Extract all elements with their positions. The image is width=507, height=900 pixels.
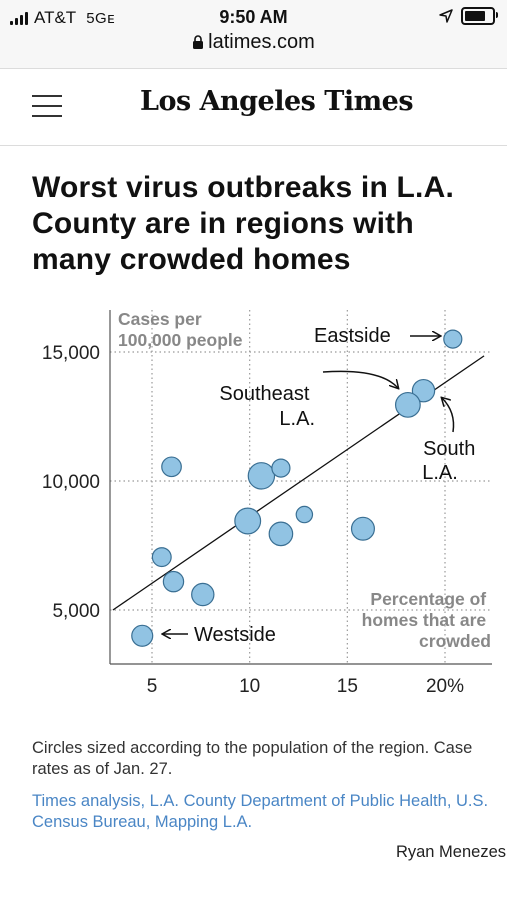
byline-credit: Ryan Menezes (395, 843, 506, 861)
y-tick-label: 5,000 (52, 601, 100, 622)
location-arrow-icon (439, 9, 453, 23)
data-point-bubble (350, 516, 375, 541)
data-point-bubble (162, 570, 185, 593)
site-logo[interactable]: Los Angeles Times (140, 86, 414, 117)
annotation-southeast-la: Southeast L.A. (219, 383, 315, 430)
hamburger-menu-icon[interactable] (32, 95, 62, 119)
annotation-south-la: South L.A. (422, 438, 481, 484)
data-point-bubble (191, 582, 215, 607)
clock: 9:50 AM (219, 7, 288, 27)
lock-icon (193, 35, 204, 50)
x-tick-label: 20% (426, 676, 464, 697)
southeast-arrow (322, 370, 398, 388)
x-tick-label: 10 (239, 676, 260, 697)
data-point-bubble (247, 462, 276, 490)
carrier-name: AT&T (34, 8, 77, 27)
y-tick-label: 15,000 (42, 343, 100, 364)
y-tick-label: 10,000 (42, 472, 100, 493)
x-tick-label: 5 (147, 676, 158, 697)
address-bar[interactable]: latimes.com (0, 31, 507, 54)
network-type: 5Gᴇ (86, 9, 116, 27)
x-axis-label: Percentage of homes that are crowded (362, 589, 491, 651)
status-icons (439, 7, 498, 25)
data-point-bubble (234, 507, 262, 535)
data-point-bubble (161, 456, 182, 478)
source-link[interactable]: Times analysis, L.A. County Department o… (32, 792, 489, 831)
annotation-westside: Westside (194, 624, 276, 646)
data-point-bubble (131, 624, 154, 647)
battery-fill (465, 11, 486, 21)
signal-strength-icon (10, 11, 28, 25)
scatter-chart: 5,000 10,000 15,000 5 10 15 20% Cases per 100… (42, 309, 492, 697)
url-text[interactable]: latimes.com (208, 31, 315, 53)
site-header: Los Angeles Times (0, 69, 507, 146)
annotation-eastside: Eastside (314, 325, 391, 347)
chart-caption: Circles sized according to the populatio… (32, 739, 473, 778)
data-point-bubble (271, 458, 291, 478)
battery-icon (461, 7, 498, 25)
data-point-bubble (151, 547, 172, 568)
status-bar: AT&T 5Gᴇ 9:50 AM latimes.com (0, 0, 507, 69)
south-arrow (442, 398, 455, 433)
carrier-info: AT&T 5Gᴇ (10, 8, 115, 28)
data-point-bubble (411, 378, 436, 403)
y-axis-label: Cases per 100,000 people (118, 309, 243, 350)
article-headline: Worst virus outbreaks in L.A. County are… (32, 171, 454, 276)
data-point-bubble (295, 505, 314, 524)
data-point-bubble (394, 391, 421, 418)
data-point-bubble (443, 329, 463, 349)
x-tick-label: 15 (337, 676, 358, 697)
data-point-bubble (268, 521, 294, 547)
